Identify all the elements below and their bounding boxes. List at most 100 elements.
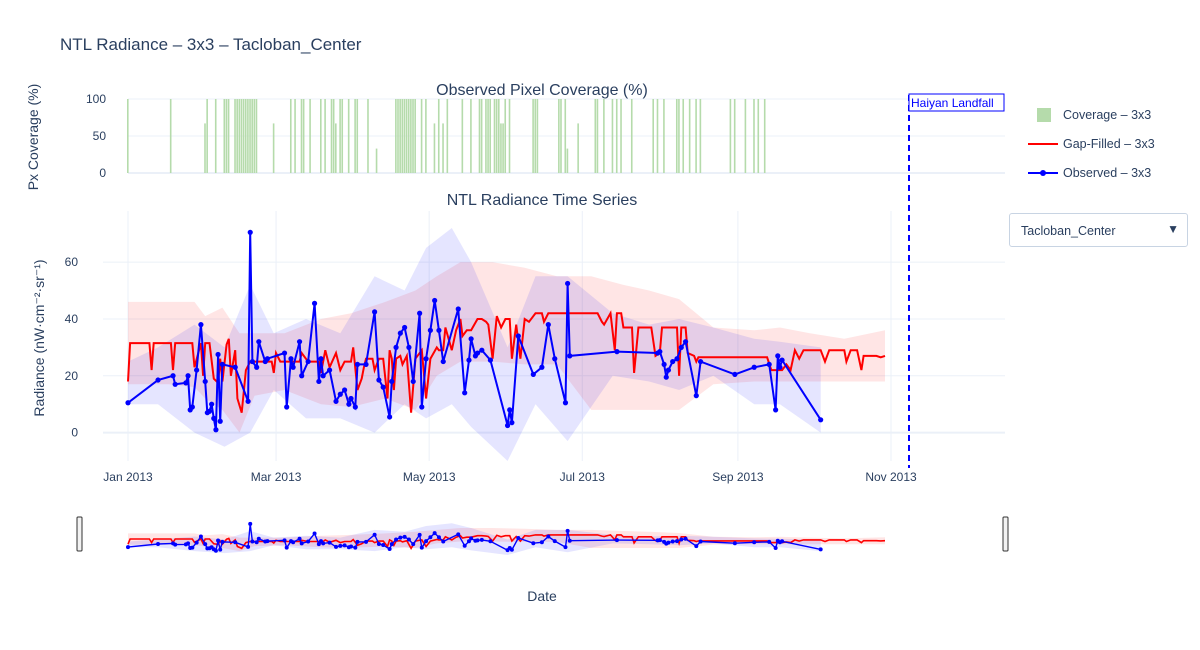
radiance-series: [125, 229, 886, 433]
legend-item-gap_filled[interactable]: Gap-Filled – 3x3: [1028, 137, 1155, 151]
coverage-bar: [302, 99, 305, 173]
coverage-bar: [354, 99, 356, 173]
observed-point: [202, 378, 208, 385]
slider-observed-point: [773, 546, 778, 551]
slider-observed-point: [406, 537, 411, 542]
slider-observed-point: [349, 544, 354, 549]
coverage-bar: [682, 99, 685, 173]
coverage-bars: [127, 99, 766, 173]
slider-observed-point: [666, 540, 671, 545]
observed-point: [766, 361, 772, 368]
slider-observed-point: [353, 545, 358, 550]
observed-point: [198, 322, 204, 328]
coverage-bar: [757, 99, 760, 173]
legend-item-coverage[interactable]: Coverage – 3x3: [1037, 108, 1151, 122]
slider-observed-point: [419, 545, 424, 550]
observed-point: [436, 327, 442, 333]
radiance-y-tick: 0: [71, 426, 78, 440]
coverage-bar: [405, 99, 408, 173]
slider-observed-point: [479, 537, 484, 542]
radiance-x-tick: Mar 2013: [251, 470, 302, 484]
slider-observed-point: [432, 531, 437, 536]
coverage-bar: [227, 99, 230, 173]
legend-item-observed[interactable]: Observed – 3x3: [1028, 166, 1151, 180]
slider-observed-point: [552, 539, 557, 544]
coverage-bar: [480, 99, 483, 173]
slider-observed-point: [342, 543, 347, 548]
coverage-bar: [699, 99, 702, 173]
coverage-bar: [253, 99, 256, 173]
event-label: Haiyan Landfall: [911, 96, 994, 110]
coverage-bar: [395, 99, 397, 173]
slider-observed-point: [456, 532, 461, 537]
slider-observed-point: [469, 536, 474, 541]
coverage-bar: [560, 99, 562, 173]
slider-observed-point: [220, 539, 225, 544]
slider-observed-point: [698, 539, 703, 544]
observed-point: [657, 349, 663, 355]
site-dropdown[interactable]: Tacloban_Center ▼: [1009, 213, 1188, 247]
observed-point: [194, 367, 200, 373]
observed-point: [372, 309, 378, 315]
observed-point: [562, 400, 569, 406]
event-label-box: [908, 93, 1005, 112]
slider-observed-point: [364, 539, 369, 544]
coverage-bar: [532, 99, 534, 173]
coverage-bar: [446, 99, 449, 173]
observed-point: [254, 364, 260, 370]
slider-observed-point: [246, 544, 251, 549]
coverage-y-ticks: 0 50 100: [86, 92, 106, 180]
radiance-y-tick: 20: [65, 369, 79, 383]
slider-observed-point: [156, 541, 161, 546]
coverage-bar: [420, 99, 423, 173]
range-slider-left-handle[interactable]: [76, 516, 83, 552]
coverage-bar: [294, 99, 296, 173]
observed-point: [189, 404, 195, 410]
coverage-bar: [324, 99, 326, 173]
observed-point: [326, 367, 333, 373]
observed-point: [232, 364, 238, 370]
coverage-bar: [663, 99, 665, 173]
slider-observed-point: [466, 539, 471, 544]
observed-point: [455, 306, 461, 312]
range-slider-right-handle[interactable]: [1002, 516, 1009, 552]
observed-point: [440, 358, 446, 365]
observed-point: [341, 387, 348, 393]
observed-point: [245, 398, 251, 404]
slider-observed-point: [216, 538, 221, 543]
range-slider[interactable]: [76, 516, 1009, 555]
radiance-y-axis-label: Radiance (nW·cm⁻²·sr⁻¹): [31, 259, 47, 416]
coverage-bar: [127, 99, 129, 173]
slider-observed-point: [694, 544, 699, 549]
slider-observed-point: [256, 536, 261, 541]
coverage-bar: [695, 99, 697, 173]
observed-point: [466, 357, 472, 363]
observed-point: [380, 384, 386, 390]
slider-observed-point: [265, 539, 270, 544]
coverage-bar: [242, 99, 245, 173]
observed-point: [209, 401, 215, 407]
slider-observed-point: [509, 547, 514, 552]
slider-observed-point: [250, 539, 255, 544]
observed-point: [337, 391, 343, 397]
coverage-bar: [249, 99, 251, 173]
slider-observed-point: [233, 540, 238, 545]
slider-observed-point: [752, 540, 757, 545]
coverage-bar: [478, 99, 481, 173]
coverage-bar: [487, 99, 489, 173]
coverage-bar: [206, 99, 208, 173]
coverage-bar: [356, 99, 359, 173]
slider-observed-point: [516, 536, 521, 540]
slider-observed-point: [355, 539, 360, 544]
observed-point: [432, 297, 438, 304]
slider-observed-point: [334, 544, 339, 549]
observed-point: [348, 395, 354, 402]
slider-observed-point: [186, 541, 191, 546]
coverage-bar: [558, 99, 560, 173]
slider-observed-point: [670, 539, 675, 544]
radiance-x-tick: Jul 2013: [560, 470, 606, 484]
observed-point: [693, 393, 699, 399]
observed-point: [346, 401, 352, 407]
observed-point: [423, 356, 429, 362]
slider-observed-point: [767, 539, 772, 544]
